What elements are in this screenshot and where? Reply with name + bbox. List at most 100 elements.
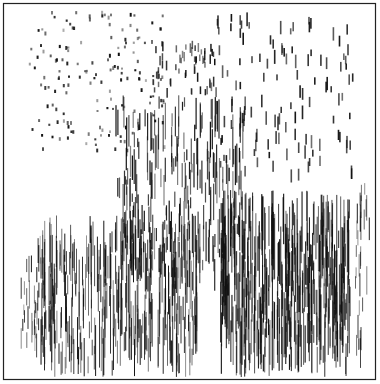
dash <box>166 236 168 250</box>
dash <box>288 354 290 370</box>
dash <box>228 167 230 182</box>
dash <box>28 280 30 309</box>
dash <box>309 254 311 315</box>
dash <box>224 190 226 232</box>
dash <box>100 274 102 303</box>
dash <box>272 160 274 172</box>
dash <box>218 45 221 56</box>
dash <box>59 252 61 269</box>
dash <box>141 325 143 359</box>
dash <box>70 224 72 259</box>
dash <box>155 71 158 79</box>
dash <box>82 294 84 329</box>
dash <box>181 101 184 111</box>
dash <box>326 76 328 91</box>
dash <box>358 254 360 277</box>
dash <box>186 228 188 265</box>
dash <box>347 335 349 357</box>
dash <box>359 251 361 269</box>
dash <box>137 257 139 279</box>
dash <box>78 75 81 79</box>
dash <box>23 281 25 295</box>
dash <box>136 59 139 64</box>
dash <box>41 249 43 279</box>
dash <box>53 287 55 344</box>
dash <box>317 206 319 272</box>
dash <box>237 272 239 329</box>
dash <box>61 341 63 374</box>
dash <box>66 136 69 140</box>
dash <box>273 218 275 280</box>
dash <box>165 60 168 71</box>
dash <box>348 74 350 85</box>
dash <box>193 152 195 188</box>
dash <box>149 160 151 185</box>
dash <box>129 178 131 207</box>
dash <box>208 171 210 195</box>
dash <box>154 134 156 171</box>
dash <box>113 65 116 68</box>
dash <box>37 238 39 263</box>
dash <box>93 77 96 80</box>
dash <box>72 251 73 300</box>
dash <box>254 236 256 291</box>
dash <box>128 115 130 147</box>
dash <box>157 117 160 150</box>
dash <box>250 319 252 355</box>
dash <box>96 236 98 293</box>
dash <box>336 321 338 358</box>
dash <box>294 247 296 302</box>
dash <box>70 121 72 125</box>
dash <box>239 202 241 251</box>
dash <box>185 175 187 209</box>
dash <box>120 283 122 336</box>
dash <box>114 313 115 337</box>
dash <box>100 80 103 84</box>
dash <box>68 75 70 78</box>
dash <box>129 210 131 250</box>
dash <box>326 246 328 287</box>
dash <box>145 253 147 299</box>
dash <box>229 148 231 160</box>
dash <box>145 316 147 350</box>
dash <box>288 310 290 342</box>
dash <box>67 322 69 343</box>
dash <box>171 113 173 127</box>
dash <box>314 77 316 85</box>
dash <box>252 196 254 260</box>
dash <box>171 227 173 277</box>
dash <box>234 231 236 286</box>
dash <box>175 45 178 53</box>
dash <box>187 270 189 287</box>
dash <box>173 241 175 254</box>
dash <box>323 283 325 309</box>
dash <box>115 318 117 347</box>
dash <box>284 298 286 355</box>
dash <box>178 95 180 127</box>
dash <box>161 104 164 108</box>
dash <box>138 71 141 75</box>
dash <box>232 127 234 168</box>
dash <box>254 327 256 374</box>
dash <box>222 179 224 191</box>
dash <box>162 317 164 374</box>
dash <box>157 337 159 367</box>
dash <box>131 193 133 202</box>
dash <box>183 132 185 149</box>
dash <box>31 128 34 131</box>
dash <box>313 325 315 343</box>
dash <box>349 112 351 120</box>
dash <box>174 191 176 207</box>
dash <box>224 243 226 298</box>
dash <box>285 53 288 65</box>
dash <box>190 138 192 165</box>
dash <box>312 232 314 271</box>
dash <box>151 179 153 199</box>
dash <box>111 360 113 376</box>
dash <box>122 240 124 281</box>
dash <box>287 289 289 347</box>
dash <box>293 295 295 342</box>
dash <box>207 150 209 159</box>
dash <box>250 220 252 274</box>
dash <box>54 89 57 93</box>
